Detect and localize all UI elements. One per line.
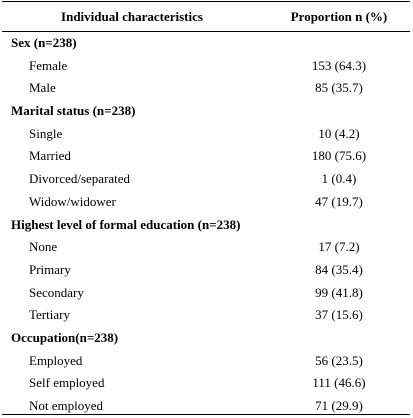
row-label: Secondary [29, 284, 84, 300]
table-row: Primary 84 (35.4) [2, 259, 410, 282]
group-row-sex: Sex (n=238) [2, 32, 410, 55]
table-row: Self employed 111 (46.6) [2, 372, 410, 395]
table-row: Tertiary 37 (15.6) [2, 304, 410, 327]
row-label: Male [29, 80, 56, 96]
table-row: Married 180 (75.6) [2, 145, 410, 168]
row-value: 17 (7.2) [318, 239, 360, 255]
row-value: 71 (29.9) [315, 398, 363, 413]
row-label: Primary [29, 261, 71, 277]
row-label: Not employed [29, 398, 104, 413]
table-row: Employed 56 (23.5) [2, 350, 410, 373]
characteristics-table: Individual characteristics Proportion n … [2, 1, 410, 415]
row-label: Divorced/separated [29, 171, 131, 187]
row-label: Self employed [29, 375, 105, 391]
table-row: Widow/widower 47 (19.7) [2, 191, 410, 214]
row-value: 153 (64.3) [311, 57, 367, 73]
table-row: Single 10 (4.2) [2, 123, 410, 146]
table-row: None 17 (7.2) [2, 236, 410, 259]
table-row: Divorced/separated 1 (0.4) [2, 168, 410, 191]
row-value: 85 (35.7) [315, 80, 363, 96]
row-value: 180 (75.6) [311, 148, 367, 164]
row-value: 111 (46.6) [312, 375, 366, 391]
table-row: Not employed 71 (29.9) [2, 395, 410, 418]
group-title: Marital status (n=238) [11, 103, 136, 119]
row-label: Married [29, 148, 71, 164]
row-label: None [29, 239, 58, 255]
row-label: Female [29, 57, 68, 73]
group-row-education: Highest level of formal education (n=238… [2, 214, 410, 237]
row-label: Employed [29, 352, 83, 368]
group-row-marital-status: Marital status (n=238) [2, 100, 410, 123]
row-value: 47 (19.7) [315, 193, 363, 209]
row-value: 37 (15.6) [315, 307, 363, 323]
header-proportion: Proportion n (%) [290, 9, 388, 24]
table-row: Secondary 99 (41.8) [2, 282, 410, 305]
row-value: 1 (0.4) [321, 171, 357, 187]
group-title: Highest level of formal education (n=238… [11, 216, 241, 232]
row-label: Tertiary [29, 307, 70, 323]
row-value: 84 (35.4) [315, 261, 363, 277]
header-characteristics: Individual characteristics [61, 9, 203, 24]
row-value: 99 (41.8) [315, 284, 363, 300]
table-row: Male 85 (35.7) [2, 77, 410, 100]
group-title: Sex (n=238) [11, 35, 77, 50]
group-row-occupation: Occupation(n=238) [2, 327, 410, 350]
group-title: Occupation(n=238) [11, 329, 119, 345]
row-value: 10 (4.2) [318, 125, 360, 141]
table-header-row: Individual characteristics Proportion n … [2, 2, 410, 32]
row-value: 56 (23.5) [315, 352, 363, 368]
row-label: Widow/widower [29, 193, 116, 209]
table-row: Female 153 (64.3) [2, 55, 410, 78]
row-label: Single [29, 125, 63, 141]
